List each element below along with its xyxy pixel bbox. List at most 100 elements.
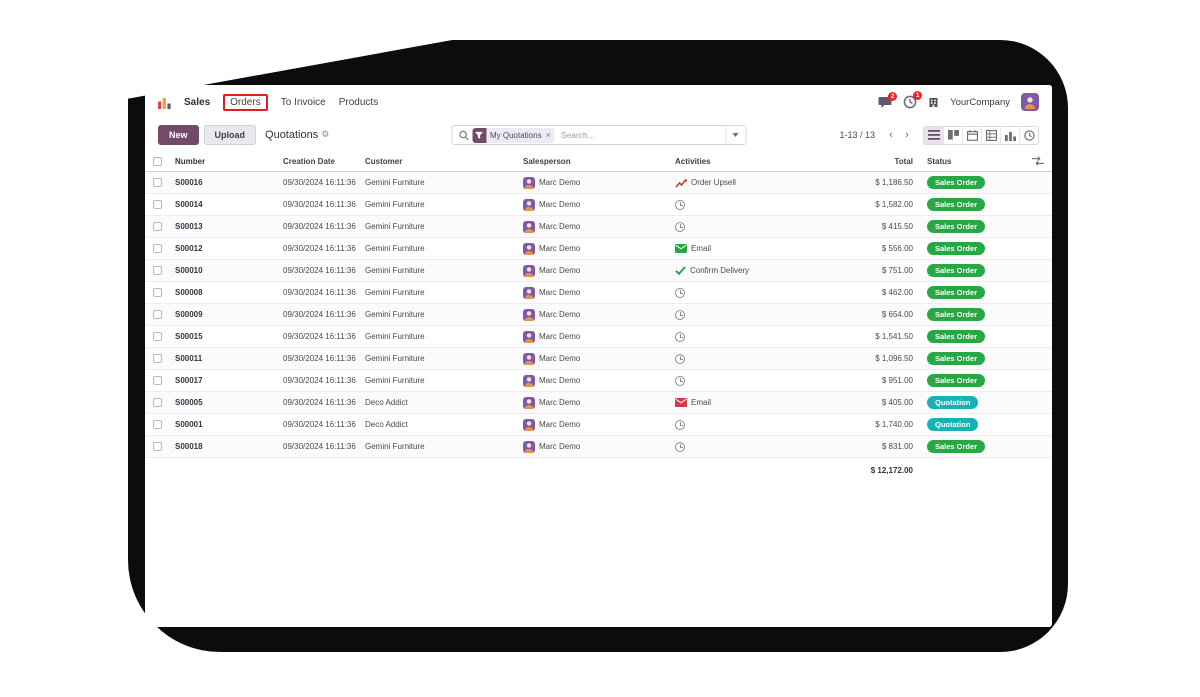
- row-checkbox[interactable]: [153, 398, 162, 407]
- row-checkbox[interactable]: [153, 310, 162, 319]
- table-row[interactable]: S00010 09/30/2024 16:11:36 Gemini Furnit…: [145, 260, 1052, 282]
- table-row[interactable]: S00017 09/30/2024 16:11:36 Gemini Furnit…: [145, 370, 1052, 392]
- table-row[interactable]: S00011 09/30/2024 16:11:36 Gemini Furnit…: [145, 348, 1052, 370]
- column-header-date[interactable]: Creation Date: [283, 156, 336, 166]
- select-all-checkbox[interactable]: [153, 156, 162, 166]
- row-checkbox[interactable]: [153, 376, 162, 385]
- search-dropdown-toggle[interactable]: [725, 126, 745, 144]
- table-row[interactable]: S00018 09/30/2024 16:11:36 Gemini Furnit…: [145, 436, 1052, 458]
- pivot-view-icon[interactable]: [981, 126, 1000, 144]
- table-row[interactable]: S00005 09/30/2024 16:11:36 Deco Addict M…: [145, 392, 1052, 414]
- search-bar[interactable]: My Quotations ×: [451, 125, 746, 145]
- row-checkbox[interactable]: [153, 222, 162, 231]
- activity-cell[interactable]: [675, 331, 825, 342]
- row-date: 09/30/2024 16:11:36: [283, 288, 356, 297]
- status-badge: Sales Order: [927, 264, 986, 277]
- activity-label: Email: [691, 244, 712, 253]
- activities-icon[interactable]: 1: [903, 91, 923, 109]
- activity-cell[interactable]: [675, 419, 825, 430]
- salesperson-avatar: [523, 286, 535, 299]
- salesperson-avatar: [523, 308, 535, 321]
- facet-close-icon[interactable]: ×: [545, 130, 551, 140]
- clock-icon: [675, 287, 685, 298]
- salesperson-avatar: [523, 220, 535, 233]
- user-avatar[interactable]: [1021, 93, 1039, 111]
- row-checkbox[interactable]: [153, 442, 162, 451]
- row-checkbox[interactable]: [153, 244, 162, 253]
- row-total: $ 1,186.50: [875, 178, 913, 187]
- email-green-icon: [675, 244, 687, 253]
- row-date: 09/30/2024 16:11:36: [283, 266, 356, 275]
- activity-cell[interactable]: [675, 287, 825, 298]
- activity-view-icon[interactable]: [1019, 126, 1038, 144]
- table-row[interactable]: S00001 09/30/2024 16:11:36 Deco Addict M…: [145, 414, 1052, 436]
- salesperson-avatar: [523, 352, 535, 365]
- column-header-total[interactable]: Total: [894, 156, 913, 166]
- status-badge: Sales Order: [927, 308, 986, 321]
- list-view-icon[interactable]: [924, 126, 943, 144]
- new-button[interactable]: New: [158, 125, 199, 145]
- pager-previous-button[interactable]: ‹: [883, 126, 899, 144]
- row-checkbox[interactable]: [153, 332, 162, 341]
- menu-sales[interactable]: Sales: [184, 96, 211, 108]
- sales-app-icon[interactable]: [158, 96, 171, 109]
- control-bar-right: 1-13 / 13 ‹ ›: [839, 125, 1039, 145]
- table-row[interactable]: S00008 09/30/2024 16:11:36 Gemini Furnit…: [145, 282, 1052, 304]
- company-name[interactable]: YourCompany: [950, 96, 1010, 108]
- row-customer: Gemini Furniture: [365, 332, 425, 341]
- salesperson-name: Marc Demo: [539, 288, 581, 297]
- row-checkbox[interactable]: [153, 420, 162, 429]
- row-date: 09/30/2024 16:11:36: [283, 354, 356, 363]
- gear-icon[interactable]: ⚙: [321, 130, 330, 140]
- activity-cell[interactable]: [675, 199, 825, 210]
- table-row[interactable]: S00013 09/30/2024 16:11:36 Gemini Furnit…: [145, 216, 1052, 238]
- table-row[interactable]: S00016 09/30/2024 16:11:36 Gemini Furnit…: [145, 172, 1052, 194]
- menu-orders[interactable]: Orders: [223, 93, 268, 111]
- upload-button[interactable]: Upload: [203, 125, 257, 145]
- activity-cell[interactable]: Confirm Delivery: [675, 266, 825, 275]
- column-header-number[interactable]: Number: [175, 156, 206, 166]
- activity-cell[interactable]: Email: [675, 398, 825, 407]
- calendar-view-icon[interactable]: [962, 126, 981, 144]
- messages-icon[interactable]: 2: [878, 91, 898, 109]
- activity-cell[interactable]: Email: [675, 244, 825, 253]
- table-row[interactable]: S00009 09/30/2024 16:11:36 Gemini Furnit…: [145, 304, 1052, 326]
- graph-view-icon[interactable]: [1000, 126, 1019, 144]
- table-row[interactable]: S00014 09/30/2024 16:11:36 Gemini Furnit…: [145, 194, 1052, 216]
- salesperson-name: Marc Demo: [539, 244, 581, 253]
- status-badge: Sales Order: [927, 220, 986, 233]
- menu-to-invoice[interactable]: To Invoice: [280, 96, 326, 108]
- activity-cell[interactable]: [675, 221, 825, 232]
- activity-cell[interactable]: Order Upsell: [675, 178, 825, 188]
- row-checkbox[interactable]: [153, 354, 162, 363]
- row-checkbox[interactable]: [153, 288, 162, 297]
- activity-cell[interactable]: [675, 441, 825, 452]
- row-checkbox[interactable]: [153, 178, 162, 187]
- row-customer: Deco Addict: [365, 398, 408, 407]
- menu-products[interactable]: Products: [338, 96, 379, 108]
- pager: ‹ ›: [883, 126, 915, 144]
- search-facet[interactable]: My Quotations ×: [472, 127, 555, 143]
- row-customer: Gemini Furniture: [365, 222, 425, 231]
- column-header-activities[interactable]: Activities: [675, 156, 711, 166]
- row-checkbox[interactable]: [153, 200, 162, 209]
- column-header-customer[interactable]: Customer: [365, 156, 403, 166]
- row-date: 09/30/2024 16:11:36: [283, 178, 356, 187]
- pager-next-button[interactable]: ›: [899, 126, 915, 144]
- row-checkbox[interactable]: [153, 266, 162, 275]
- row-customer: Gemini Furniture: [365, 244, 425, 253]
- activity-cell[interactable]: [675, 375, 825, 386]
- row-total: $ 1,740.00: [875, 420, 913, 429]
- activity-cell[interactable]: [675, 353, 825, 364]
- adjust-columns-icon[interactable]: [1032, 156, 1044, 166]
- row-customer: Gemini Furniture: [365, 178, 425, 187]
- kanban-view-icon[interactable]: [943, 126, 962, 144]
- orders-table: Number Creation Date Customer Salesperso…: [145, 151, 1052, 482]
- search-input[interactable]: [554, 130, 725, 140]
- activity-cell[interactable]: [675, 309, 825, 320]
- column-header-status[interactable]: Status: [927, 156, 952, 166]
- column-header-salesperson[interactable]: Salesperson: [523, 156, 571, 166]
- table-row[interactable]: S00015 09/30/2024 16:11:36 Gemini Furnit…: [145, 326, 1052, 348]
- table-row[interactable]: S00012 09/30/2024 16:11:36 Gemini Furnit…: [145, 238, 1052, 260]
